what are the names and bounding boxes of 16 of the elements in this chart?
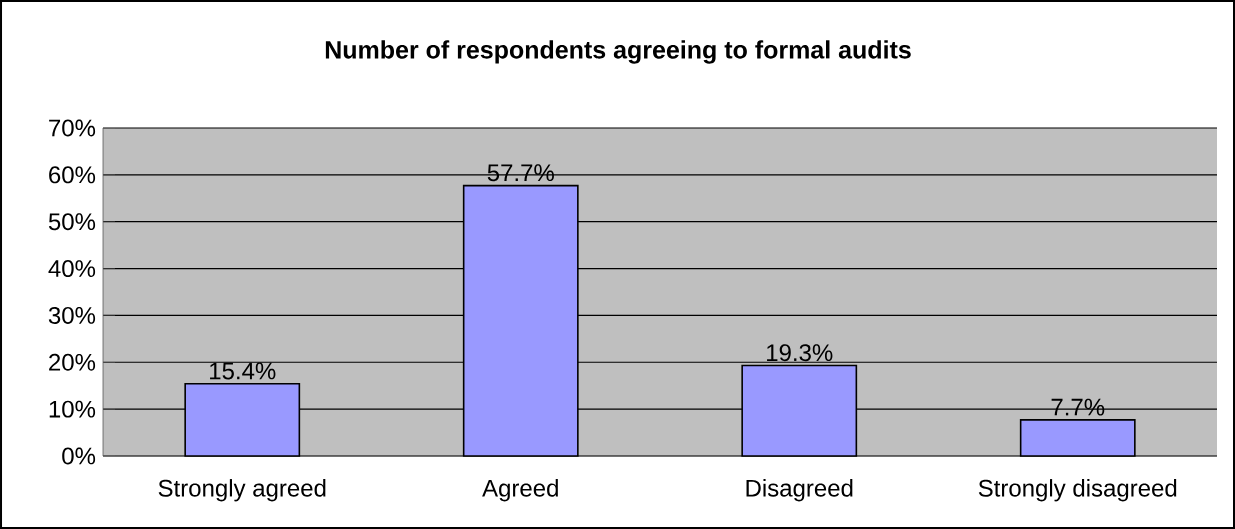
bar bbox=[1019, 419, 1136, 457]
y-tick-label: 10% bbox=[49, 400, 96, 418]
y-tick-label: 70% bbox=[49, 119, 96, 137]
chart-title: Number of respondents agreeing to formal audits bbox=[325, 40, 911, 64]
x-tick-label: Strongly agreed bbox=[158, 479, 326, 502]
y-tick-label: 20% bbox=[49, 353, 96, 371]
y-tick-label: 40% bbox=[48, 260, 96, 278]
x-tick-label: Disagreed bbox=[746, 479, 853, 502]
data-label: 15.4% bbox=[210, 362, 276, 380]
y-tick-label: 50% bbox=[48, 213, 96, 231]
y-tick-label: 0% bbox=[62, 447, 96, 465]
x-tick-label: Agreed bbox=[482, 479, 558, 502]
data-label: 19.3% bbox=[767, 344, 833, 362]
x-tick-label: Strongly disagreed bbox=[978, 479, 1177, 502]
y-tick-label: 30% bbox=[48, 306, 96, 324]
y-tick-label: 60% bbox=[49, 166, 96, 184]
